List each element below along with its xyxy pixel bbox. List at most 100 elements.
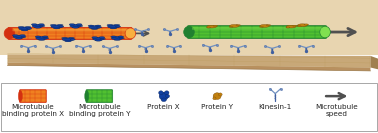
Ellipse shape <box>118 36 124 38</box>
Ellipse shape <box>206 27 211 28</box>
FancyBboxPatch shape <box>1 83 377 131</box>
Ellipse shape <box>39 24 44 25</box>
Ellipse shape <box>69 37 74 39</box>
Ellipse shape <box>293 25 297 26</box>
Ellipse shape <box>320 26 330 38</box>
Ellipse shape <box>236 25 240 26</box>
Ellipse shape <box>158 91 163 95</box>
Ellipse shape <box>62 37 67 39</box>
Polygon shape <box>0 0 378 55</box>
Ellipse shape <box>114 24 120 26</box>
Ellipse shape <box>266 25 271 26</box>
Ellipse shape <box>304 24 308 25</box>
Ellipse shape <box>59 26 64 27</box>
Ellipse shape <box>297 24 307 27</box>
Ellipse shape <box>229 24 239 27</box>
Text: Protein X: Protein X <box>147 104 180 110</box>
FancyBboxPatch shape <box>20 90 46 103</box>
Ellipse shape <box>125 28 136 39</box>
Ellipse shape <box>4 28 15 39</box>
Ellipse shape <box>159 92 169 100</box>
Ellipse shape <box>21 29 28 31</box>
Ellipse shape <box>38 39 45 41</box>
Ellipse shape <box>112 36 123 40</box>
Ellipse shape <box>21 36 26 38</box>
Ellipse shape <box>44 38 49 39</box>
FancyBboxPatch shape <box>192 27 322 30</box>
Ellipse shape <box>35 36 41 38</box>
Ellipse shape <box>229 26 233 27</box>
Ellipse shape <box>119 38 124 39</box>
Ellipse shape <box>12 35 18 36</box>
Ellipse shape <box>99 37 105 38</box>
Ellipse shape <box>114 39 121 41</box>
Ellipse shape <box>260 24 270 27</box>
Polygon shape <box>370 56 378 70</box>
Ellipse shape <box>213 25 218 26</box>
Ellipse shape <box>76 24 82 25</box>
Ellipse shape <box>108 25 119 28</box>
Ellipse shape <box>164 91 169 95</box>
Ellipse shape <box>88 25 94 27</box>
Ellipse shape <box>18 26 24 28</box>
Ellipse shape <box>50 24 56 26</box>
Ellipse shape <box>184 26 194 38</box>
Ellipse shape <box>19 90 22 102</box>
Ellipse shape <box>116 26 121 27</box>
Ellipse shape <box>31 24 37 25</box>
Ellipse shape <box>111 36 116 38</box>
Ellipse shape <box>166 94 170 98</box>
Ellipse shape <box>34 27 41 28</box>
Ellipse shape <box>19 27 30 30</box>
Ellipse shape <box>286 25 296 28</box>
Ellipse shape <box>70 24 81 28</box>
Ellipse shape <box>92 37 98 38</box>
Ellipse shape <box>65 40 71 42</box>
Text: Protein Y: Protein Y <box>201 104 233 110</box>
Ellipse shape <box>286 27 290 28</box>
Ellipse shape <box>91 28 98 30</box>
Ellipse shape <box>97 27 102 28</box>
Text: Microtubule
binding protein X: Microtubule binding protein X <box>2 104 64 117</box>
FancyBboxPatch shape <box>86 90 113 103</box>
Ellipse shape <box>95 25 101 27</box>
Ellipse shape <box>107 24 113 26</box>
Ellipse shape <box>101 38 105 40</box>
Ellipse shape <box>89 26 100 29</box>
Polygon shape <box>8 63 370 71</box>
Ellipse shape <box>13 35 25 38</box>
Ellipse shape <box>51 25 62 28</box>
FancyBboxPatch shape <box>8 27 132 39</box>
Ellipse shape <box>57 24 63 26</box>
Ellipse shape <box>192 36 322 38</box>
Ellipse shape <box>12 37 127 39</box>
Polygon shape <box>8 55 370 67</box>
Ellipse shape <box>32 24 43 28</box>
Ellipse shape <box>40 25 45 27</box>
Ellipse shape <box>85 90 89 102</box>
Ellipse shape <box>213 93 221 99</box>
Ellipse shape <box>259 26 263 27</box>
Ellipse shape <box>218 93 222 96</box>
Ellipse shape <box>25 26 31 28</box>
Ellipse shape <box>207 25 217 28</box>
Ellipse shape <box>53 27 60 29</box>
Ellipse shape <box>20 35 25 36</box>
Ellipse shape <box>27 28 32 29</box>
Ellipse shape <box>15 38 22 39</box>
Ellipse shape <box>72 27 79 28</box>
Ellipse shape <box>93 37 104 41</box>
Ellipse shape <box>70 39 75 40</box>
Ellipse shape <box>62 38 74 41</box>
Ellipse shape <box>161 98 166 102</box>
Ellipse shape <box>69 24 75 25</box>
Text: Microtubule
binding protein Y: Microtubule binding protein Y <box>68 104 130 117</box>
Ellipse shape <box>36 36 47 40</box>
Ellipse shape <box>95 40 102 41</box>
FancyBboxPatch shape <box>187 26 327 38</box>
Text: Microtubule
speed: Microtubule speed <box>315 104 358 117</box>
FancyBboxPatch shape <box>12 29 127 31</box>
Ellipse shape <box>42 36 48 38</box>
Ellipse shape <box>297 26 301 27</box>
Text: Kinesin-1: Kinesin-1 <box>259 104 292 110</box>
